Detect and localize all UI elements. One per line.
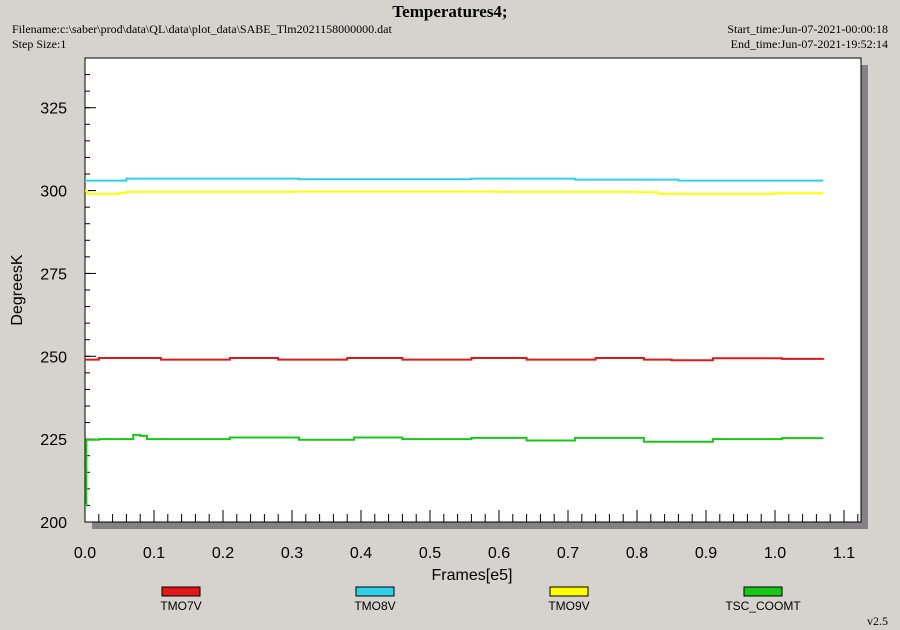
- start-time-label: Start_time:Jun-07-2021-00:00:18: [727, 22, 888, 36]
- y-tick-label: 325: [40, 101, 67, 118]
- legend-label: TMO9V: [548, 599, 589, 613]
- y-tick-label: 275: [40, 266, 67, 283]
- step-size-label: Step Size:1: [12, 37, 67, 51]
- x-tick-label: 1.0: [764, 545, 786, 562]
- x-tick-label: 0.5: [419, 545, 441, 562]
- x-tick-label: 0.1: [143, 545, 165, 562]
- y-tick-label: 250: [40, 349, 67, 366]
- version-label: v2.5: [867, 614, 888, 628]
- series-line-tmo9v: [85, 189, 824, 195]
- y-axis-label: DegreesK: [9, 254, 26, 325]
- series-line-tmo8v: [85, 177, 824, 182]
- x-tick-label: 0.2: [212, 545, 234, 562]
- legend-swatch: [743, 586, 783, 597]
- chart-title: Temperatures4;: [392, 2, 508, 21]
- x-tick-label: 0.7: [557, 545, 579, 562]
- x-tick-label: 0.0: [74, 545, 96, 562]
- x-axis-label: Frames[e5]: [432, 567, 513, 584]
- x-tick-label: 0.8: [626, 545, 648, 562]
- x-tick-label: 1.1: [833, 545, 855, 562]
- legend-swatch: [161, 586, 201, 597]
- legend-swatch: [355, 586, 395, 597]
- x-tick-label: 0.4: [350, 545, 372, 562]
- legend-label: TSC_COOMT: [725, 599, 801, 613]
- y-tick-label: 200: [40, 515, 67, 532]
- x-tick-label: 0.6: [488, 545, 510, 562]
- filename-label: Filename:c:\saber\prod\data\QL\data\plot…: [12, 22, 392, 36]
- series-line-tmo7v: [85, 356, 825, 362]
- x-tick-label: 0.3: [281, 545, 303, 562]
- x-tick-label: 0.9: [695, 545, 717, 562]
- legend-swatch: [549, 586, 589, 597]
- y-tick-label: 225: [40, 432, 67, 449]
- series-line-tsc-coomt: [85, 433, 824, 507]
- end-time-label: End_time:Jun-07-2021-19:52:14: [730, 37, 888, 51]
- legend-label: TMO8V: [354, 599, 395, 613]
- legend-label: TMO7V: [160, 599, 201, 613]
- y-tick-label: 300: [40, 184, 67, 201]
- plot-area: [84, 57, 862, 523]
